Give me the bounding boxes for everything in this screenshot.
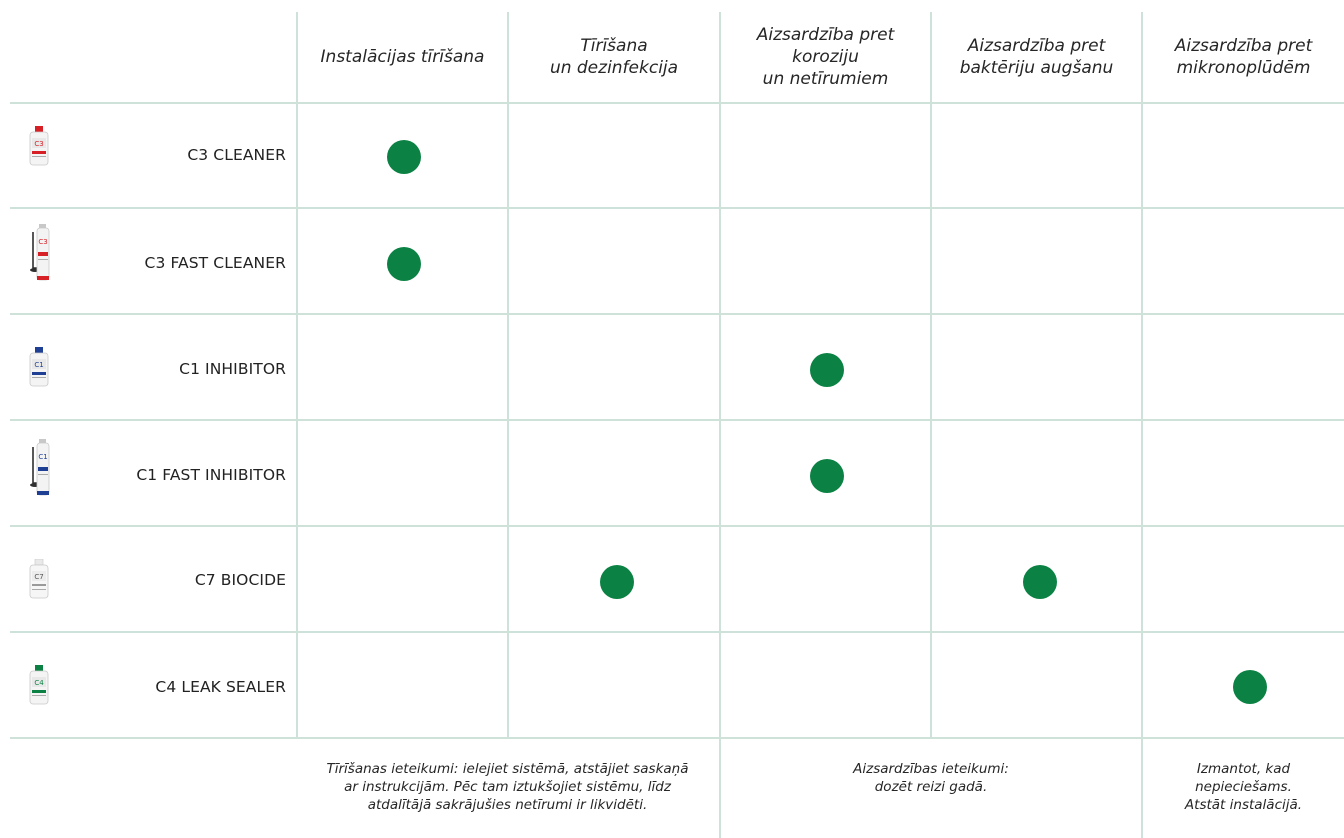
grid-hline <box>10 525 1344 527</box>
product-name: C7 BIOCIDE <box>194 571 286 589</box>
grid-hline <box>10 419 1344 421</box>
grid-vline <box>296 12 298 738</box>
product-row-c1-fast-inhibitor: C1 C1 FAST INHIBITOR <box>0 421 296 525</box>
recommended-dot <box>810 459 844 493</box>
protection-recommendation-note: Aizsardzības ieteikumi: dozēt reizi gadā… <box>853 761 1009 795</box>
column-header-installation-cleaning: Instalācijas tīrīšana <box>320 47 485 67</box>
product-name: C3 FAST CLEANER <box>144 254 286 272</box>
recommended-dot <box>600 565 634 599</box>
column-header-bacteria-protection: Aizsardzība pret baktēriju augšanu <box>959 36 1114 78</box>
column-header-microleak-protection: Aizsardzība pret mikronoplūdēm <box>1174 36 1313 78</box>
grid-hline <box>10 207 1344 209</box>
grid-vline <box>507 12 509 738</box>
grid-hline <box>10 102 1344 104</box>
recommended-dot <box>1233 670 1267 704</box>
sealing-recommendation-note: Izmantot, kad nepieciešams. Atstāt insta… <box>1184 761 1303 813</box>
grid-hline <box>10 737 1344 739</box>
grid-vline <box>930 12 932 738</box>
red-spray-can-icon: C3 <box>30 224 50 281</box>
svg-text:C3: C3 <box>38 238 47 246</box>
product-row-c4-leak-sealer: C4 C4 LEAK SEALER <box>0 633 296 737</box>
product-row-c7-biocide: C7 C7 BIOCIDE <box>0 527 296 631</box>
blue-bottle-icon: C1 <box>29 347 49 387</box>
product-name: C1 INHIBITOR <box>179 360 286 378</box>
svg-text:C4: C4 <box>34 679 44 687</box>
svg-text:C1: C1 <box>38 453 47 461</box>
column-header-cleaning-disinfection: Tīrīšana un dezinfekcija <box>549 36 679 78</box>
product-row-c3-fast-cleaner: C3 C3 FAST CLEANER <box>0 209 296 313</box>
product-name: C3 CLEANER <box>187 146 286 164</box>
recommended-dot <box>1023 565 1057 599</box>
svg-text:C3: C3 <box>34 140 43 148</box>
cleaning-recommendation-note: Tīrīšanas ieteikumi: ielejiet sistēmā, a… <box>326 761 689 813</box>
svg-text:C1: C1 <box>34 361 43 369</box>
red-bottle-icon: C3 <box>29 126 49 166</box>
recommended-dot <box>387 247 421 281</box>
column-header-corrosion-protection: Aizsardzība pret koroziju un netīrumiem <box>756 25 895 89</box>
recommended-dot <box>810 353 844 387</box>
product-row-c3-cleaner: C3 C3 CLEANER <box>0 104 296 207</box>
recommended-dot <box>387 140 421 174</box>
white-bottle-icon: C7 <box>29 559 49 599</box>
grid-vline <box>1141 12 1143 838</box>
product-name: C4 LEAK SEALER <box>155 678 286 696</box>
product-name: C1 FAST INHIBITOR <box>136 466 286 484</box>
green-bottle-icon: C4 <box>29 665 49 705</box>
blue-spray-can-icon: C1 <box>30 439 50 496</box>
grid-hline <box>10 313 1344 315</box>
grid-vline <box>719 12 721 838</box>
grid-hline <box>10 631 1344 633</box>
product-row-c1-inhibitor: C1 C1 INHIBITOR <box>0 315 296 419</box>
svg-text:C7: C7 <box>34 573 43 581</box>
